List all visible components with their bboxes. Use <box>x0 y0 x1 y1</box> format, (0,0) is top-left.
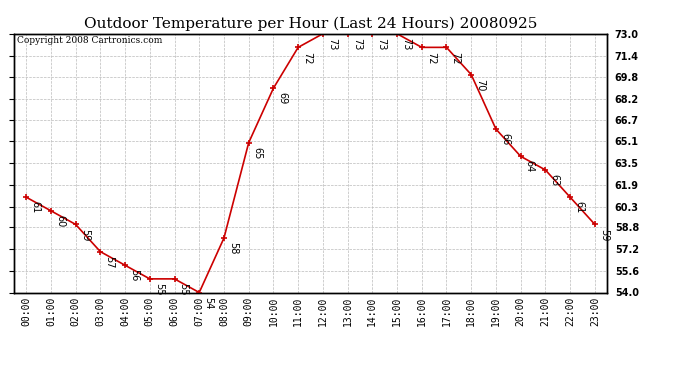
Title: Outdoor Temperature per Hour (Last 24 Hours) 20080925: Outdoor Temperature per Hour (Last 24 Ho… <box>83 17 538 31</box>
Text: 73: 73 <box>401 38 411 50</box>
Text: 61: 61 <box>30 201 40 214</box>
Text: 59: 59 <box>80 229 90 241</box>
Text: 72: 72 <box>426 51 436 64</box>
Text: 73: 73 <box>327 38 337 50</box>
Text: 54: 54 <box>204 297 213 309</box>
Text: 69: 69 <box>277 92 288 105</box>
Text: 59: 59 <box>599 229 609 241</box>
Text: 56: 56 <box>129 269 139 282</box>
Text: 60: 60 <box>55 215 65 227</box>
Text: 61: 61 <box>574 201 584 214</box>
Text: 63: 63 <box>549 174 560 186</box>
Text: 64: 64 <box>525 160 535 173</box>
Text: 72: 72 <box>451 51 461 64</box>
Text: 65: 65 <box>253 147 263 159</box>
Text: 55: 55 <box>179 283 188 296</box>
Text: 66: 66 <box>500 133 510 146</box>
Text: 73: 73 <box>377 38 386 50</box>
Text: 57: 57 <box>104 256 115 268</box>
Text: 73: 73 <box>352 38 362 50</box>
Text: 70: 70 <box>475 79 485 91</box>
Text: 72: 72 <box>302 51 313 64</box>
Text: 58: 58 <box>228 242 238 255</box>
Text: 55: 55 <box>154 283 164 296</box>
Text: Copyright 2008 Cartronics.com: Copyright 2008 Cartronics.com <box>17 36 162 45</box>
